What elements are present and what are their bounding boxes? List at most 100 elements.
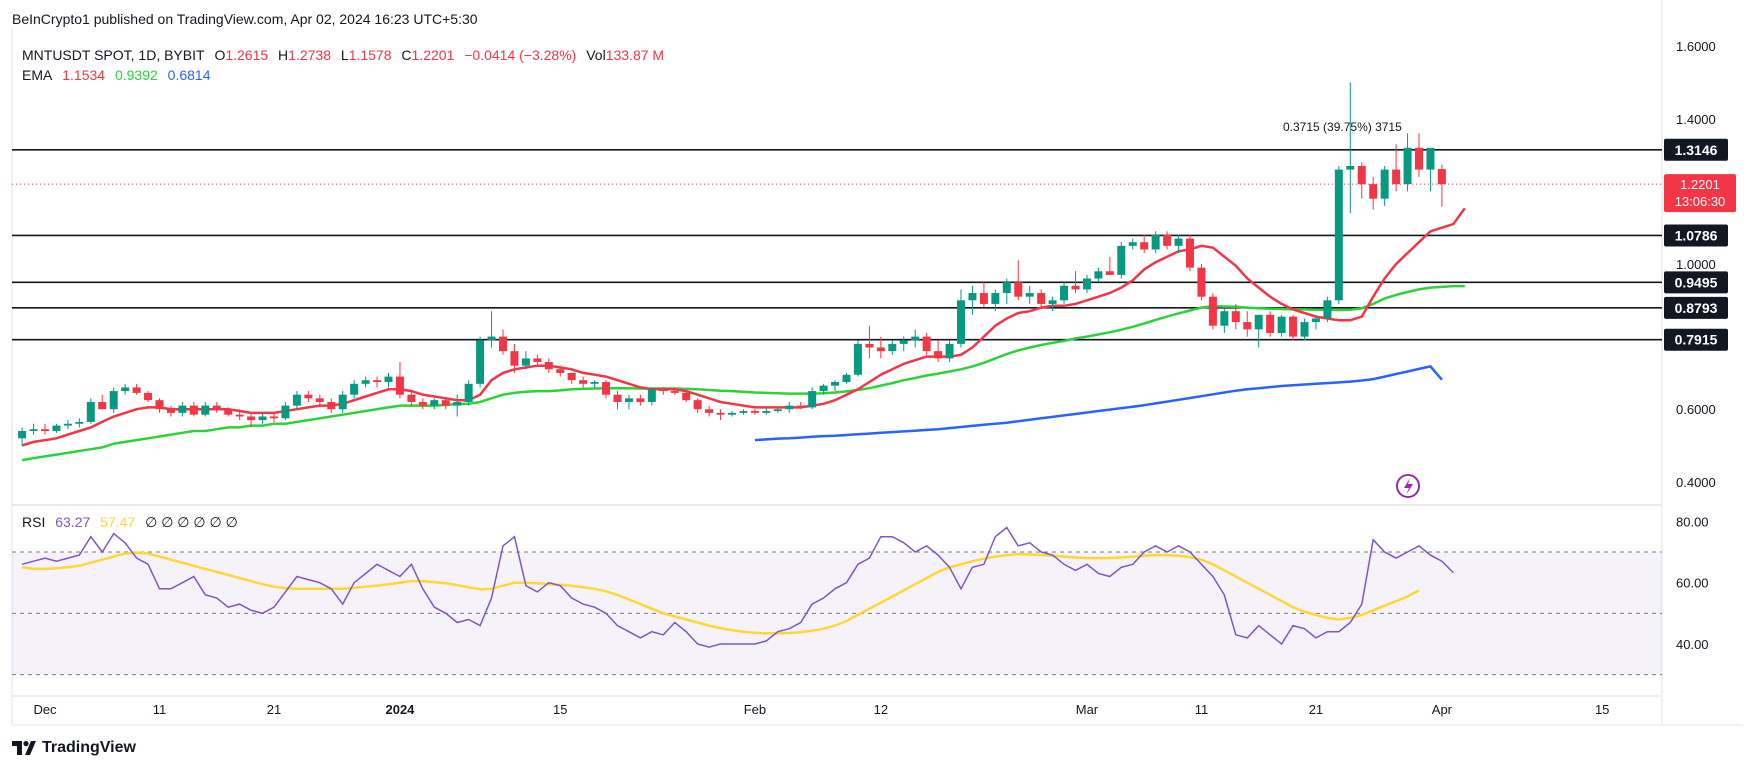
candle-body[interactable]	[1323, 300, 1332, 319]
lightning-icon[interactable]	[1396, 474, 1420, 498]
candle-body[interactable]	[808, 391, 817, 408]
candle-body[interactable]	[1220, 311, 1229, 326]
candle-body[interactable]	[853, 343, 862, 375]
candle-body[interactable]	[1151, 234, 1160, 250]
ema-label[interactable]: EMA	[22, 67, 53, 83]
candle-body[interactable]	[338, 394, 347, 410]
candle-body[interactable]	[41, 429, 49, 432]
candle-body[interactable]	[1277, 316, 1286, 333]
candle-body[interactable]	[121, 387, 130, 392]
candle-body[interactable]	[842, 374, 851, 382]
candle-body[interactable]	[464, 383, 473, 402]
candle-body[interactable]	[441, 400, 450, 406]
candle-body[interactable]	[86, 401, 95, 422]
candle-body[interactable]	[567, 372, 576, 381]
candle-body[interactable]	[579, 380, 588, 384]
candle-body[interactable]	[934, 351, 943, 359]
candle-body[interactable]	[1437, 169, 1446, 185]
candle-body[interactable]	[1300, 322, 1309, 337]
candle-body[interactable]	[1025, 293, 1034, 297]
candle-body[interactable]	[327, 401, 336, 410]
candle-body[interactable]	[1094, 271, 1103, 279]
candle-body[interactable]	[624, 398, 633, 402]
candle-body[interactable]	[395, 376, 404, 395]
candle-body[interactable]	[1071, 285, 1080, 290]
rsi-label[interactable]: RSI	[22, 514, 46, 530]
candle-body[interactable]	[1163, 234, 1172, 246]
candle-body[interactable]	[957, 300, 965, 344]
candle-body[interactable]	[1357, 165, 1366, 185]
candle-body[interactable]	[682, 392, 691, 401]
candle-body[interactable]	[476, 340, 485, 384]
candle-body[interactable]	[1254, 314, 1263, 330]
candle-body[interactable]	[602, 382, 611, 395]
candle-body[interactable]	[1140, 242, 1149, 250]
candle-body[interactable]	[499, 336, 507, 352]
candle-body[interactable]	[762, 411, 771, 413]
candle-body[interactable]	[991, 293, 1000, 304]
candle-body[interactable]	[728, 412, 736, 415]
candle-body[interactable]	[235, 414, 244, 417]
candle-body[interactable]	[659, 389, 668, 392]
candle-body[interactable]	[716, 412, 725, 415]
candle-body[interactable]	[1415, 147, 1423, 170]
candle-body[interactable]	[670, 391, 679, 393]
candle-body[interactable]	[281, 405, 290, 419]
rsi-line[interactable]	[21, 526, 1454, 648]
candle-body[interactable]	[968, 293, 977, 301]
candle-body[interactable]	[63, 423, 72, 426]
candle-body[interactable]	[705, 409, 714, 413]
candle-body[interactable]	[1243, 322, 1252, 330]
candle-body[interactable]	[739, 411, 748, 413]
candle-body[interactable]	[98, 401, 107, 410]
candle-body[interactable]	[979, 293, 988, 304]
candle-body[interactable]	[1334, 169, 1343, 301]
candle-body[interactable]	[1048, 300, 1057, 304]
candle-body[interactable]	[373, 380, 382, 382]
candle-body[interactable]	[430, 400, 439, 406]
candle-body[interactable]	[304, 394, 313, 399]
candle-body[interactable]	[350, 383, 359, 395]
candle-body[interactable]	[1346, 165, 1355, 170]
candle-body[interactable]	[453, 401, 462, 406]
candle-body[interactable]	[831, 382, 840, 386]
candle-body[interactable]	[1174, 238, 1183, 246]
candle-body[interactable]	[1197, 267, 1206, 297]
candle-body[interactable]	[144, 392, 153, 401]
candle-body[interactable]	[418, 401, 427, 406]
candle-body[interactable]	[1002, 282, 1011, 294]
candle-body[interactable]	[899, 340, 908, 344]
candle-body[interactable]	[52, 425, 61, 432]
candle-body[interactable]	[1060, 285, 1069, 301]
candle-body[interactable]	[785, 405, 794, 410]
candle-body[interactable]	[750, 411, 759, 413]
candle-body[interactable]	[361, 380, 370, 384]
candle-body[interactable]	[132, 387, 141, 393]
candle-body[interactable]	[166, 409, 175, 413]
candle-body[interactable]	[510, 351, 519, 366]
candle-body[interactable]	[613, 394, 622, 402]
candle-body[interactable]	[1231, 311, 1240, 323]
candle-body[interactable]	[487, 336, 496, 341]
candle-body[interactable]	[945, 343, 954, 359]
candle-body[interactable]	[1014, 282, 1023, 297]
candle-body[interactable]	[1392, 169, 1401, 185]
candle-body[interactable]	[796, 405, 805, 408]
candle-body[interactable]	[544, 362, 553, 370]
candle-body[interactable]	[1426, 147, 1435, 170]
candle-body[interactable]	[1403, 147, 1412, 185]
candle-body[interactable]	[1117, 245, 1126, 275]
ema-mid-line[interactable]	[21, 284, 1465, 462]
candle-body[interactable]	[201, 405, 210, 415]
candle-body[interactable]	[1208, 296, 1217, 326]
candle-body[interactable]	[178, 405, 187, 413]
candle-body[interactable]	[647, 389, 656, 402]
candle-body[interactable]	[1037, 293, 1046, 304]
candle-body[interactable]	[292, 394, 301, 406]
candle-body[interactable]	[693, 400, 702, 410]
candle-body[interactable]	[819, 385, 828, 392]
candle-body[interactable]	[29, 429, 38, 432]
candle-body[interactable]	[1082, 278, 1091, 290]
candle-body[interactable]	[18, 431, 27, 439]
